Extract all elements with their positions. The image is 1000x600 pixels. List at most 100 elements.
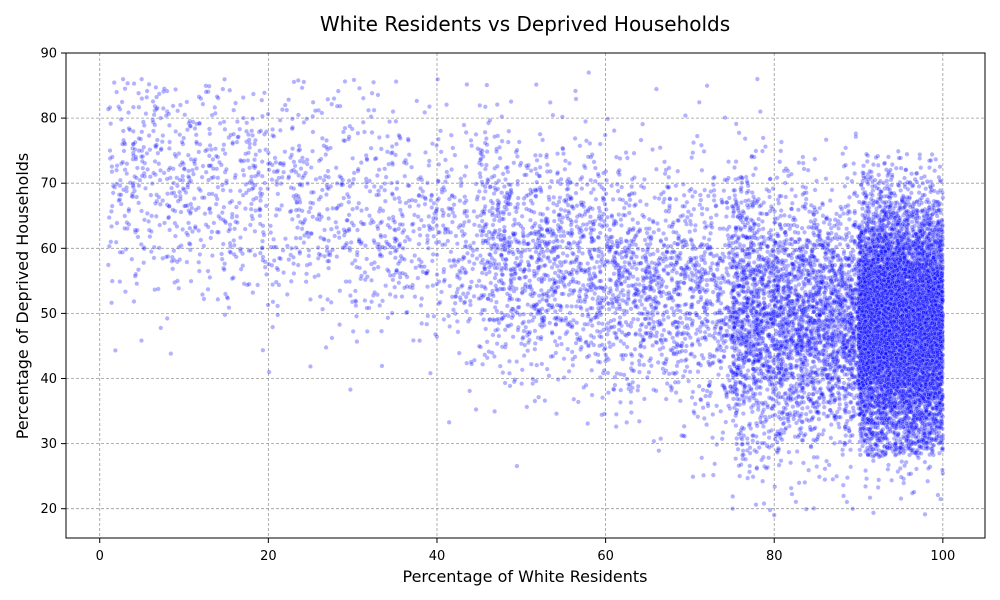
data-point <box>510 334 516 340</box>
data-point <box>684 343 689 349</box>
data-point <box>661 317 667 323</box>
data-point <box>811 505 817 511</box>
data-point <box>687 310 693 316</box>
data-point <box>718 280 724 286</box>
data-point <box>712 330 718 336</box>
data-point <box>555 151 560 157</box>
data-point <box>341 232 347 238</box>
data-point <box>586 70 592 75</box>
data-point <box>757 109 763 115</box>
data-point <box>324 192 329 198</box>
data-point <box>476 278 482 284</box>
data-point <box>325 297 331 302</box>
data-point <box>471 293 477 299</box>
data-point <box>502 327 508 333</box>
data-point <box>619 184 625 190</box>
data-point <box>178 209 184 215</box>
data-point <box>290 146 295 152</box>
data-point <box>632 346 638 352</box>
data-point <box>613 424 619 430</box>
data-point <box>158 325 164 331</box>
data-point <box>902 175 907 181</box>
data-point <box>757 211 763 216</box>
data-point <box>281 270 287 276</box>
data-point <box>479 162 485 168</box>
data-point <box>308 364 313 369</box>
data-point <box>242 226 248 232</box>
data-point <box>396 226 402 232</box>
data-point <box>931 297 937 303</box>
data-point <box>889 162 895 167</box>
data-point <box>542 398 548 404</box>
data-point <box>367 213 372 219</box>
data-point <box>898 317 904 323</box>
data-point <box>197 252 203 257</box>
data-point <box>723 214 729 220</box>
data-point <box>130 104 136 110</box>
data-point <box>114 89 120 95</box>
data-point <box>270 127 275 132</box>
data-point <box>382 198 388 204</box>
data-point <box>841 248 847 254</box>
data-point <box>215 154 221 160</box>
data-point <box>293 235 299 241</box>
data-point <box>209 229 215 235</box>
data-point <box>279 174 285 180</box>
data-point <box>700 387 706 393</box>
data-point <box>359 208 364 213</box>
data-point <box>721 317 727 323</box>
data-point <box>594 310 600 316</box>
data-point <box>497 363 503 369</box>
data-point <box>841 493 846 499</box>
data-point <box>485 258 490 264</box>
data-point <box>274 206 280 212</box>
data-point <box>291 271 297 276</box>
data-point <box>385 315 391 321</box>
data-point <box>779 437 785 443</box>
data-point <box>845 242 850 248</box>
data-point <box>860 443 865 449</box>
data-point <box>181 187 187 193</box>
data-point <box>265 161 271 167</box>
data-point <box>156 161 162 167</box>
data-point <box>557 195 563 201</box>
data-point <box>788 337 794 342</box>
data-point <box>519 367 525 373</box>
data-point <box>368 145 374 151</box>
data-point <box>585 261 591 266</box>
data-point <box>299 226 305 232</box>
data-point <box>182 112 188 118</box>
data-point <box>333 219 339 225</box>
data-point <box>830 317 836 323</box>
data-point <box>915 310 920 316</box>
data-point <box>210 157 216 162</box>
data-point <box>544 366 550 372</box>
data-point <box>376 135 382 140</box>
data-point <box>686 378 692 384</box>
data-point <box>463 308 469 314</box>
data-point <box>628 323 634 329</box>
data-point <box>652 195 658 201</box>
data-point <box>108 121 114 127</box>
data-point <box>661 189 666 195</box>
data-point <box>922 173 927 179</box>
data-point <box>497 144 503 150</box>
data-point <box>849 178 855 184</box>
data-point <box>410 338 416 343</box>
data-point <box>647 226 652 231</box>
data-point <box>611 271 617 277</box>
data-point <box>609 234 615 240</box>
data-point <box>655 248 661 254</box>
data-point <box>466 259 472 265</box>
data-point <box>881 297 887 303</box>
data-point <box>281 169 287 175</box>
data-point <box>757 391 763 397</box>
data-point <box>148 249 154 255</box>
data-point <box>237 188 243 194</box>
data-point <box>231 238 237 243</box>
data-point <box>257 213 263 219</box>
data-point <box>310 113 316 119</box>
data-point <box>597 141 603 147</box>
data-point <box>492 408 498 414</box>
data-point <box>630 217 636 222</box>
